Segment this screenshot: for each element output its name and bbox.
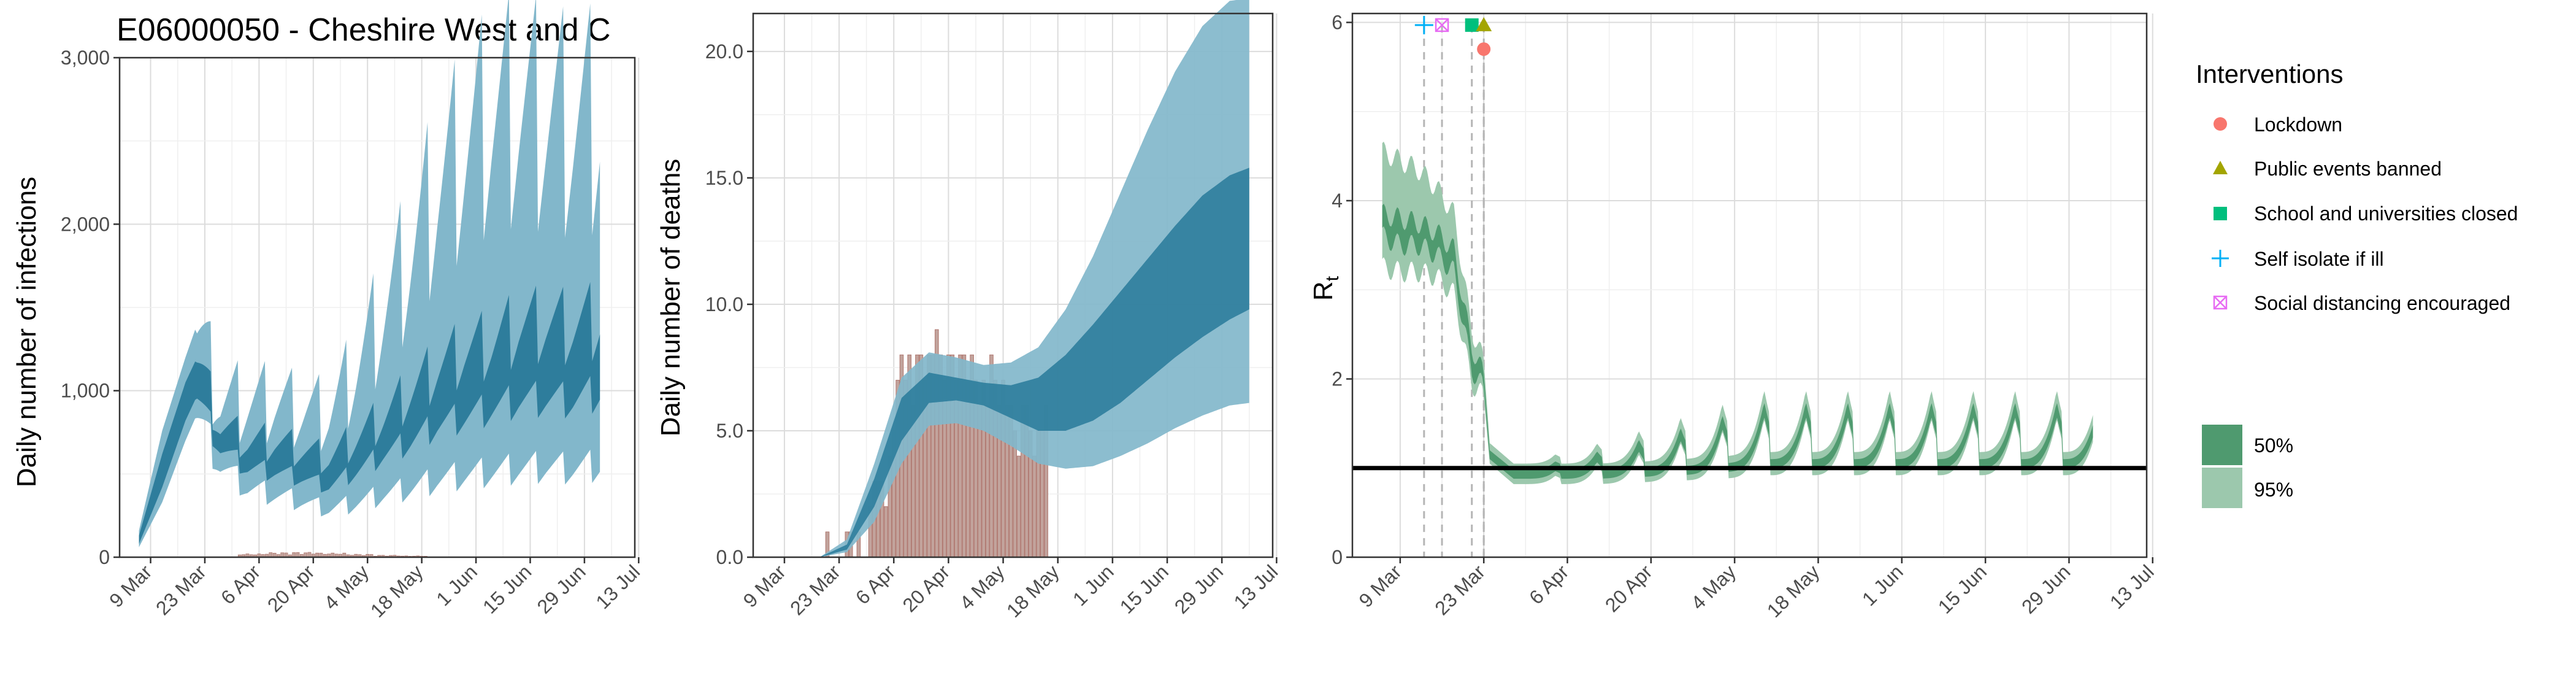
- y-tick-label: 10.0: [705, 293, 743, 315]
- x-tick-label: 18 May: [1763, 560, 1824, 622]
- x-tick-label: 1 Jun: [1858, 560, 1907, 610]
- x-tick-label: 23 Mar: [1430, 560, 1489, 619]
- x-tick-label: 6 Apr: [1525, 560, 1573, 609]
- y-axis: 0.0 5.0 10.0 15.0 20.0: [705, 41, 753, 568]
- x-tick-label: 18 May: [1002, 560, 1064, 622]
- legend-label: Self isolate if ill: [2254, 248, 2384, 270]
- ci-50-band: [819, 168, 1249, 558]
- figure-title: E06000050 - Cheshire West and C: [117, 12, 611, 48]
- bar: [884, 506, 888, 558]
- legend-ci-50: 50%: [2202, 425, 2293, 465]
- x-tick-label: 20 Apr: [1601, 560, 1657, 616]
- y-axis-label: Rt: [1308, 276, 1343, 301]
- legend-lockdown: Lockdown: [2214, 114, 2342, 136]
- y-tick-label: 5.0: [716, 420, 743, 442]
- square-icon: [2214, 207, 2227, 220]
- legend-school: School and universities closed: [2214, 203, 2518, 225]
- x-tick-label: 15 Jun: [1116, 560, 1173, 617]
- plot-frame: [1351, 12, 2148, 558]
- triangle-icon: [2213, 161, 2228, 174]
- x-tick-label: 6 Apr: [217, 560, 265, 609]
- x-tick-label: 29 Jun: [532, 560, 589, 617]
- x-tick-label: 9 Mar: [739, 560, 791, 612]
- y-tick-label: 2: [1332, 368, 1343, 390]
- y-tick-label: 0: [99, 546, 110, 568]
- x-tick-label: 4 May: [320, 560, 373, 614]
- plot-frame: [752, 12, 1274, 558]
- x-tick-label: 15 Jun: [1934, 560, 1991, 617]
- y-tick-label: 20.0: [705, 41, 743, 63]
- x-tick-label: 9 Mar: [105, 560, 156, 612]
- bar: [1013, 430, 1017, 558]
- x-tick-label: 29 Jun: [2017, 560, 2074, 617]
- intervention-markers: [1414, 15, 1492, 56]
- x-tick-label: 13 Jul: [591, 560, 644, 613]
- x-tick-label: 13 Jul: [2106, 560, 2158, 613]
- y-axis: 0 2 4 6: [1332, 12, 1352, 568]
- school-marker: [1465, 18, 1479, 32]
- ci-95-swatch: [2202, 468, 2242, 508]
- legend-title: Interventions: [2196, 60, 2343, 88]
- x-tick-label: 15 Jun: [478, 560, 535, 617]
- social-distancing-marker-cross: [1435, 18, 1449, 32]
- x-tick-label: 6 Apr: [851, 560, 900, 609]
- x-tick-label: 23 Mar: [786, 560, 845, 619]
- legend-social-distancing: Social distancing encouraged: [2213, 292, 2510, 314]
- x-tick-label: 13 Jul: [1229, 560, 1282, 613]
- plot-frame: [118, 56, 636, 558]
- ci-95-band: [819, 0, 1249, 557]
- y-tick-label: 0: [1332, 546, 1343, 568]
- x-tick-label: 4 May: [1687, 560, 1740, 614]
- legend: Interventions Lockdown Public events ban…: [2196, 60, 2518, 508]
- legend-public-events: Public events banned: [2213, 158, 2442, 180]
- y-axis: 0 1,000 2,000 3,000: [61, 47, 120, 568]
- x-axis: 9 Mar 23 Mar 6 Apr 20 Apr 4 May 18 May 1 Jun 15…: [1355, 557, 2158, 622]
- x-tick-label: 1 Jun: [1068, 560, 1118, 610]
- legend-ci-95: 95%: [2202, 468, 2293, 508]
- x-tick-label: 29 Jun: [1170, 560, 1227, 617]
- legend-label: Public events banned: [2254, 158, 2442, 180]
- x-tick-label: 9 Mar: [1355, 560, 1406, 612]
- public-events-marker: [1476, 17, 1492, 31]
- lockdown-marker: [1477, 42, 1491, 56]
- rt-panel: 9 Mar 23 Mar 6 Apr 20 Apr 4 May 18 May 1 Jun 15…: [1308, 12, 2158, 622]
- y-tick-label: 6: [1332, 12, 1343, 34]
- plus-icon: [2212, 250, 2229, 267]
- circle-icon: [2214, 117, 2227, 131]
- boxx-icon: [2213, 295, 2228, 310]
- intervention-lines: [1423, 25, 1485, 557]
- y-axis-label: Daily number of infections: [12, 177, 42, 487]
- legend-label: Lockdown: [2254, 114, 2342, 136]
- x-tick-label: 20 Apr: [898, 560, 954, 616]
- bar: [1032, 455, 1037, 558]
- legend-label: 95%: [2254, 479, 2293, 501]
- y-axis-label: Daily number of deaths: [656, 159, 686, 436]
- bar: [1016, 455, 1021, 558]
- x-tick-label: 4 May: [955, 560, 1008, 614]
- x-tick-label: 18 May: [366, 560, 427, 622]
- y-tick-label: 1,000: [61, 380, 110, 402]
- legend-label: 50%: [2254, 434, 2293, 457]
- y-tick-label: 3,000: [61, 47, 110, 69]
- y-tick-label: 4: [1332, 190, 1343, 212]
- y-axis-label-subscript: t: [1322, 276, 1343, 281]
- y-tick-label: 0.0: [716, 546, 743, 568]
- legend-label: School and universities closed: [2254, 203, 2518, 225]
- social-distancing-marker: [1435, 18, 1449, 33]
- legend-label: Social distancing encouraged: [2254, 292, 2510, 314]
- x-tick-label: 1 Jun: [432, 560, 481, 610]
- x-tick-label: 23 Mar: [151, 560, 210, 619]
- ci-50-swatch: [2202, 425, 2242, 465]
- y-tick-label: 2,000: [61, 213, 110, 235]
- y-tick-label: 15.0: [705, 167, 743, 189]
- x-tick-label: 20 Apr: [263, 560, 319, 616]
- legend-self-isolate: Self isolate if ill: [2212, 248, 2384, 270]
- self-isolate-marker: [1414, 15, 1433, 34]
